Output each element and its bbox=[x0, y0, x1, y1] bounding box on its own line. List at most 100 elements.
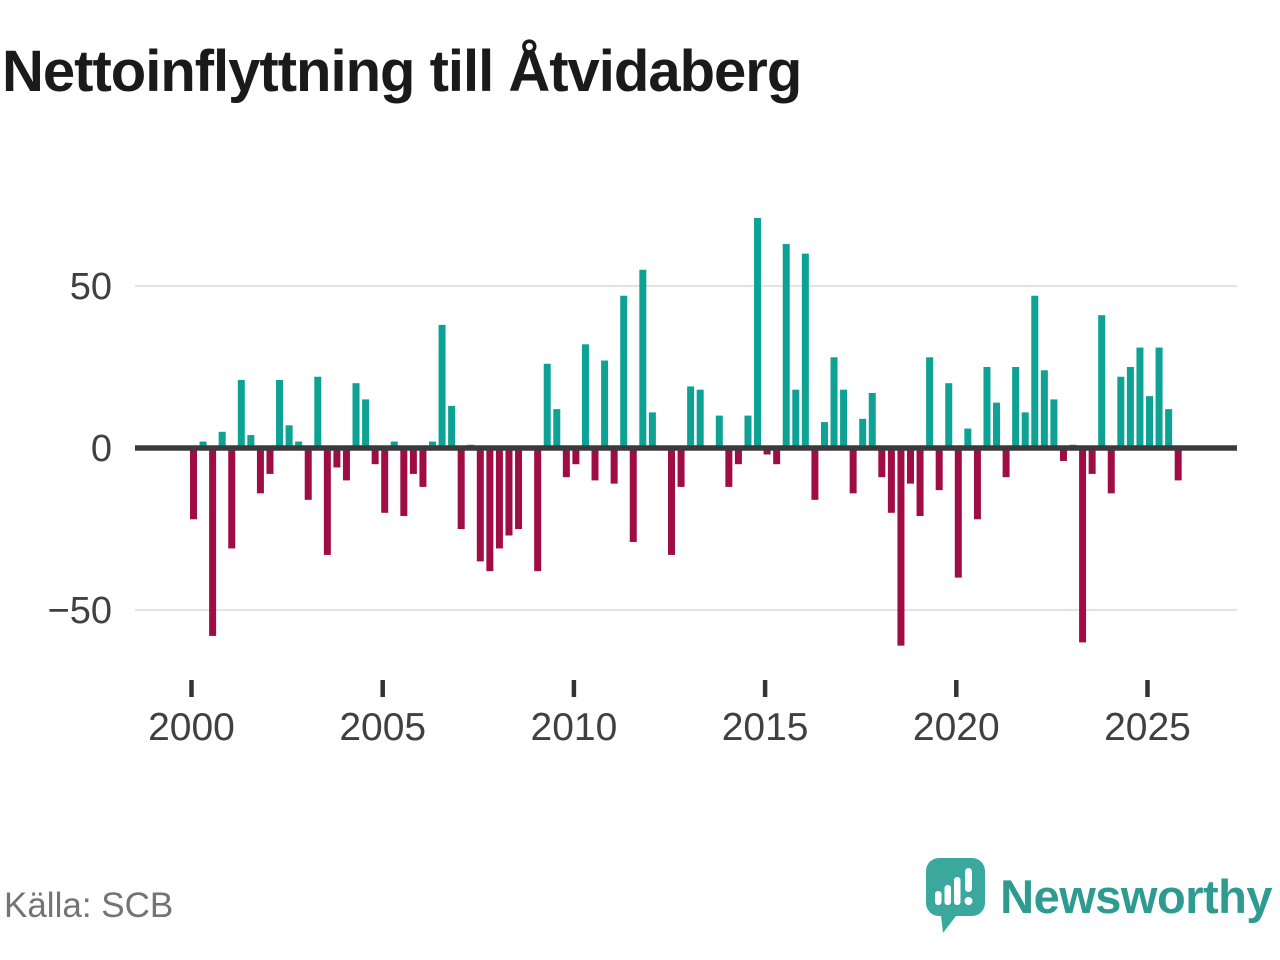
bar bbox=[419, 448, 427, 487]
bar bbox=[409, 448, 417, 474]
bar bbox=[581, 344, 589, 448]
bar bbox=[734, 448, 742, 465]
bar bbox=[323, 448, 331, 555]
bar bbox=[1021, 412, 1029, 448]
bar bbox=[190, 448, 197, 520]
bar bbox=[773, 448, 781, 465]
bar bbox=[1012, 367, 1020, 448]
bar bbox=[954, 448, 962, 578]
bar bbox=[276, 379, 284, 448]
bar bbox=[352, 383, 360, 448]
bar bbox=[935, 448, 943, 491]
bar-chart: 50 0 −50 2000 2005 2010 2015 2020 2025 bbox=[48, 217, 1237, 749]
newsworthy-bubble-icon bbox=[926, 858, 986, 933]
x-axis-tick-label: 2010 bbox=[531, 706, 618, 749]
bar bbox=[495, 448, 503, 549]
bar bbox=[610, 448, 618, 484]
bar bbox=[744, 415, 752, 448]
bar bbox=[314, 376, 322, 448]
bar bbox=[342, 448, 350, 481]
bar bbox=[639, 269, 647, 448]
bar bbox=[228, 448, 236, 549]
bar bbox=[782, 243, 790, 448]
x-axis-tick-label: 2025 bbox=[1104, 706, 1191, 749]
bar bbox=[237, 379, 245, 448]
bar bbox=[218, 431, 226, 448]
logo-exclamation-bar bbox=[965, 868, 973, 892]
bar bbox=[792, 389, 800, 448]
x-axis-tick-label: 2000 bbox=[148, 706, 235, 749]
bar bbox=[945, 383, 953, 448]
logo-mini-bar-1 bbox=[935, 891, 942, 905]
bar bbox=[878, 448, 886, 478]
bar bbox=[1002, 448, 1010, 478]
bar bbox=[725, 448, 733, 487]
bar bbox=[515, 448, 523, 529]
bar bbox=[438, 324, 446, 448]
bar bbox=[562, 448, 570, 478]
bar bbox=[400, 448, 408, 517]
bar bbox=[849, 448, 857, 494]
bar bbox=[687, 386, 695, 448]
bar bbox=[715, 415, 723, 448]
bar bbox=[668, 448, 675, 555]
bar bbox=[620, 295, 628, 448]
logo-exclamation-dot bbox=[964, 897, 973, 905]
bar bbox=[534, 448, 542, 572]
bar bbox=[820, 422, 828, 448]
bar bbox=[830, 357, 838, 448]
bar bbox=[553, 409, 561, 448]
bar bbox=[266, 448, 274, 474]
bar bbox=[1146, 396, 1153, 448]
x-axis-tick-label: 2015 bbox=[722, 706, 809, 749]
bar bbox=[591, 448, 599, 481]
bar bbox=[247, 435, 255, 448]
bar bbox=[859, 418, 867, 448]
y-axis-tick-label: 50 bbox=[70, 266, 112, 308]
bar bbox=[1050, 399, 1058, 448]
bar bbox=[448, 405, 456, 448]
logo-mini-bar-3 bbox=[954, 877, 961, 905]
bar bbox=[1126, 367, 1134, 448]
bar bbox=[1155, 347, 1163, 448]
bar bbox=[696, 389, 704, 448]
bar bbox=[199, 441, 207, 448]
bar bbox=[1165, 409, 1173, 448]
bar bbox=[1174, 448, 1182, 481]
bar bbox=[754, 217, 762, 448]
bar bbox=[1117, 376, 1125, 448]
bar bbox=[505, 448, 513, 536]
bar bbox=[1136, 347, 1144, 448]
bar bbox=[868, 392, 876, 448]
bar bbox=[1031, 295, 1039, 448]
bar bbox=[1079, 448, 1087, 643]
bar bbox=[543, 363, 551, 448]
bar bbox=[371, 448, 379, 465]
bar bbox=[801, 253, 809, 448]
bar bbox=[973, 448, 981, 520]
bar bbox=[964, 428, 972, 448]
bar bbox=[907, 448, 914, 484]
bar bbox=[304, 448, 312, 500]
bar bbox=[1059, 448, 1067, 461]
logo-text: Newsworthy bbox=[1000, 869, 1272, 923]
bar bbox=[362, 399, 370, 448]
source-note: Källa: SCB bbox=[4, 886, 174, 925]
bar bbox=[601, 360, 609, 448]
bar bbox=[677, 448, 685, 487]
bar bbox=[1107, 448, 1115, 494]
bar bbox=[840, 389, 848, 448]
bar bbox=[429, 441, 436, 448]
bar bbox=[897, 448, 905, 646]
bar bbox=[763, 448, 771, 455]
page-title: Nettoinflyttning till Åtvidaberg bbox=[2, 39, 802, 104]
bar bbox=[295, 441, 303, 448]
bar bbox=[457, 448, 465, 529]
logo-mini-bar-2 bbox=[944, 885, 952, 905]
x-axis-tick-label: 2020 bbox=[913, 706, 1000, 749]
bar bbox=[572, 448, 580, 465]
bar bbox=[390, 441, 398, 448]
bar bbox=[476, 448, 484, 562]
newsworthy-logo: Newsworthy bbox=[926, 858, 1272, 934]
